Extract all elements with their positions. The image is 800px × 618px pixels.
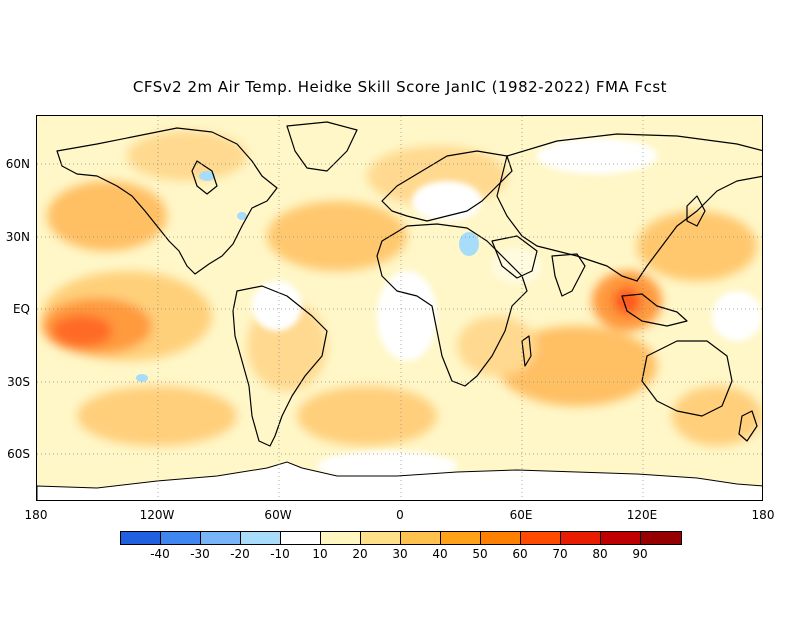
arabia-coastline (491, 235, 538, 279)
colorbar-swatch (121, 532, 161, 544)
madagascar-coastline (521, 335, 532, 367)
colorbar-swatch (521, 532, 561, 544)
colorbar-swatch (641, 532, 681, 544)
colorbar-tick-label: -20 (230, 547, 250, 561)
colorbar-swatch (321, 532, 361, 544)
colorbar-swatch (441, 532, 481, 544)
lon-label-120w: 120W (139, 508, 175, 522)
colorbar-tick-label: 40 (432, 547, 448, 561)
lat-label-60s: 60S (7, 447, 30, 461)
colorbar-tick-label: 90 (632, 547, 648, 561)
colorbar (120, 531, 682, 545)
japan-coastline (686, 195, 706, 227)
colorbar-tick-label: 20 (352, 547, 368, 561)
colorbar-swatch (201, 532, 241, 544)
colorbar-swatch (241, 532, 281, 544)
south-america-coastline (232, 285, 328, 447)
indonesia-coastline (621, 293, 688, 327)
colorbar-tick-label: -40 (150, 547, 170, 561)
antarctica-coastline (37, 461, 762, 500)
colorbar-swatch (561, 532, 601, 544)
skill-map (36, 115, 763, 501)
lon-label-60e: 60E (509, 508, 533, 522)
map-title: CFSv2 2m Air Temp. Heidke Skill Score Ja… (132, 78, 668, 96)
new-zealand-coastline (738, 410, 758, 442)
australia-coastline (641, 340, 733, 417)
lon-label-180e: 180 (751, 508, 775, 522)
lon-label-180w: 180 (24, 508, 48, 522)
lat-label-30n: 30N (5, 230, 30, 244)
colorbar-swatch (161, 532, 201, 544)
colorbar-tick-label: 30 (392, 547, 408, 561)
lat-label-60n: 60N (5, 157, 30, 171)
colorbar-swatch (281, 532, 321, 544)
colorbar-tick-label: 70 (552, 547, 568, 561)
lon-label-0: 0 (396, 508, 404, 522)
north-america-coastline (56, 127, 278, 275)
lat-label-30s: 30S (7, 375, 30, 389)
graticule (37, 116, 762, 500)
colorbar-swatch (601, 532, 641, 544)
hudson-bay-coastline (191, 160, 218, 195)
colorbar-tick-label: 60 (512, 547, 528, 561)
colorbar-swatch (401, 532, 441, 544)
colorbar-tick-label: 80 (592, 547, 608, 561)
skill-map-canvas (37, 116, 762, 500)
colorbar-swatch (481, 532, 521, 544)
lon-label-60w: 60W (264, 508, 292, 522)
lat-label-eq: EQ (12, 302, 30, 316)
colorbar-tick-label: 10 (312, 547, 328, 561)
colorbar-swatch (361, 532, 401, 544)
europe-coastline (381, 150, 513, 222)
africa-coastline (376, 223, 528, 387)
india-coastline (551, 253, 586, 297)
lon-label-120e: 120E (626, 508, 658, 522)
colorbar-tick-label: -30 (190, 547, 210, 561)
negative-patches (136, 171, 479, 382)
white-patches (252, 138, 762, 481)
colorbar-tick-label: -10 (270, 547, 290, 561)
colorbar-tick-label: 50 (472, 547, 488, 561)
greenland-coastline (286, 121, 358, 172)
